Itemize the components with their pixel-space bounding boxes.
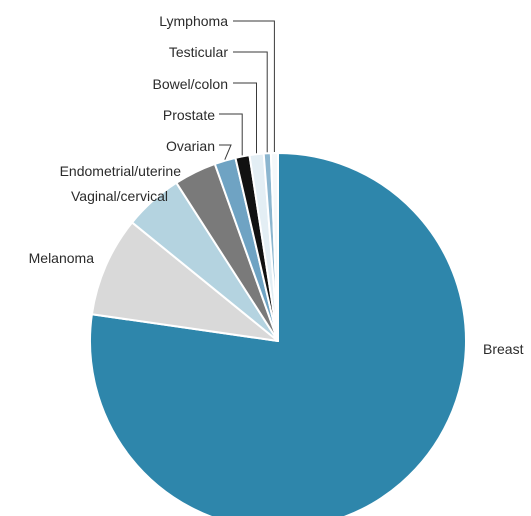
- slice-label-prostate: Prostate: [163, 107, 215, 123]
- pie-slice-lymphoma: [269, 152, 279, 342]
- slice-label-lymphoma: Lymphoma: [159, 13, 228, 29]
- slice-label-vaginal-cervical: Vaginal/cervical: [71, 188, 168, 204]
- leader-line-testicular: [233, 51, 268, 153]
- leader-line-lymphoma: [233, 20, 275, 152]
- leader-line-prostate: [219, 113, 243, 156]
- leader-lines: [219, 20, 275, 160]
- slice-label-endometrial-uterine: Endometrial/uterine: [60, 163, 182, 179]
- leader-line-ovarian: [219, 144, 232, 160]
- pie-slice-melanoma: [90, 221, 279, 342]
- slice-label-bowel-colon: Bowel/colon: [153, 76, 229, 92]
- slice-label-ovarian: Ovarian: [166, 138, 215, 154]
- slice-label-testicular: Testicular: [169, 44, 228, 60]
- slice-label-melanoma: Melanoma: [29, 250, 95, 266]
- slice-label-breast: Breast: [483, 341, 524, 357]
- leader-line-bowel-colon: [233, 82, 257, 154]
- pie-slices: [89, 152, 467, 516]
